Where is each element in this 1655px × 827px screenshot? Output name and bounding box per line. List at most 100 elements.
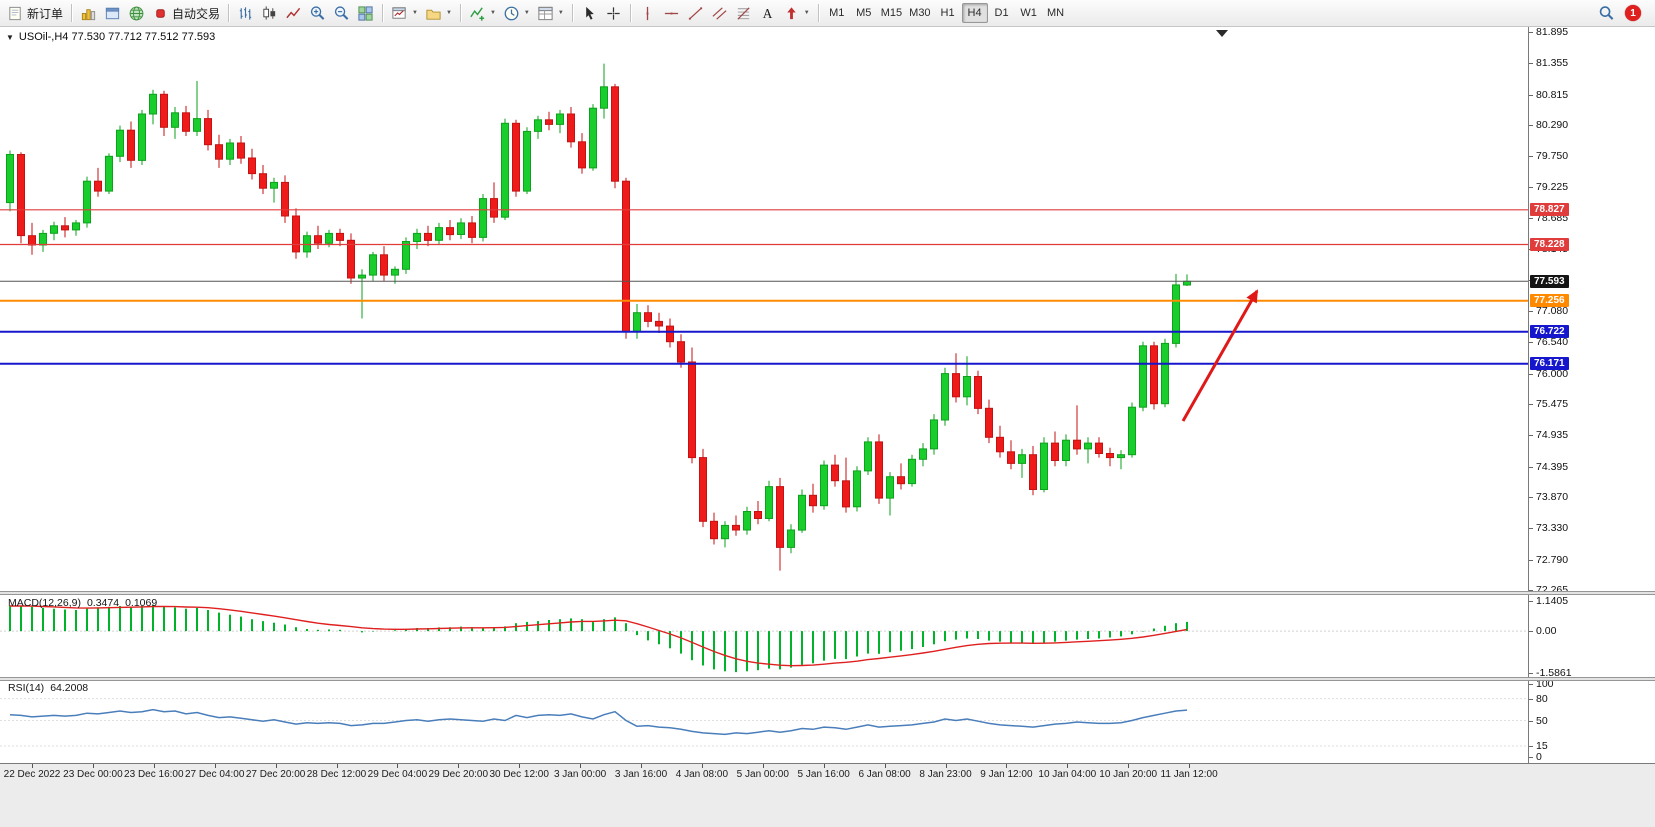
macd-indicator-label: MACD(12,26,9) 0.3474 0.1069: [8, 597, 157, 609]
price-axis-label: 73.870: [1536, 490, 1569, 503]
crosshair-button[interactable]: [602, 2, 625, 24]
timeframe-w1-button[interactable]: W1: [1020, 7, 1037, 19]
time-tick: [580, 764, 582, 768]
zoom-in-button[interactable]: [306, 2, 329, 24]
rsi-pane-separator[interactable]: [0, 677, 1655, 681]
timeframe-h1-button[interactable]: H1: [940, 7, 955, 19]
price-axis-label: 79.750: [1536, 150, 1569, 163]
line-chart-button[interactable]: [282, 2, 305, 24]
timeframe-h4-button[interactable]: H4: [961, 3, 988, 23]
arrows-button[interactable]: ▼: [780, 2, 813, 24]
notifications-button[interactable]: 1: [1625, 5, 1641, 21]
dropdown-arrow-icon: ▼: [412, 10, 418, 16]
data-window-button[interactable]: [101, 2, 124, 24]
price-scale-border: [1528, 27, 1529, 763]
timeframe-mn-button[interactable]: MN: [1047, 7, 1065, 19]
macd-panel[interactable]: [0, 595, 1529, 677]
time-axis-label: 27 Dec 20:00: [245, 769, 306, 780]
macd-histogram: [9, 604, 1188, 673]
time-scale[interactable]: 22 Dec 2022 23 Dec 00:00 23 Dec 16:00 27 De…: [0, 763, 1655, 827]
price-axis-label: 81.355: [1536, 57, 1569, 70]
cursor-button[interactable]: [578, 2, 601, 24]
zoom-out-button[interactable]: [330, 2, 353, 24]
timeframe-m5-button[interactable]: M5: [856, 7, 872, 19]
templates-button[interactable]: ▼: [534, 2, 567, 24]
vertical-line-button[interactable]: [636, 2, 659, 24]
time-tick: [92, 764, 94, 768]
current-price-tag: 77.593: [1530, 274, 1569, 288]
rsi-panel[interactable]: [0, 681, 1529, 762]
market-watch-button[interactable]: [77, 2, 100, 24]
scale-tick: [1529, 63, 1533, 65]
data-window-icon: [104, 5, 121, 22]
rsi-axis-label: 50: [1536, 714, 1548, 727]
horizontal-line-button[interactable]: [660, 2, 683, 24]
indicators-button[interactable]: ▼: [466, 2, 499, 24]
time-tick: [1128, 764, 1130, 768]
search-button[interactable]: [1595, 2, 1618, 24]
timeframe-m15-button[interactable]: M15: [880, 7, 903, 19]
macd-value-signal: 0.1069: [125, 597, 158, 609]
time-axis-label: 23 Dec 00:00: [63, 769, 123, 780]
toolbar-separator: [817, 4, 819, 22]
bar-chart-button[interactable]: [234, 2, 257, 24]
time-tick: [153, 764, 155, 768]
scale-tick: [1529, 746, 1533, 748]
scale-tick: [1529, 673, 1533, 674]
text-label-button[interactable]: A: [756, 2, 779, 24]
time-axis-label: 3 Jan 16:00: [614, 769, 668, 780]
macd-signal-line: [9, 605, 1188, 667]
price-scale[interactable]: 81.895 81.355 80.815 80.290 79.750 79.225 78.6…: [1529, 26, 1655, 763]
chart-shift-marker[interactable]: [1216, 30, 1228, 37]
timeframe-m1-button[interactable]: M1: [829, 7, 845, 19]
scale-tick: [1529, 466, 1533, 468]
arrows-icon: [783, 5, 800, 22]
scale-tick: [1529, 589, 1533, 591]
time-tick: [884, 764, 886, 768]
time-axis-label: 10 Jan 04:00: [1038, 769, 1097, 780]
time-axis-label: 30 Dec 12:00: [489, 769, 549, 780]
channel-icon: [711, 5, 728, 22]
new-chart-button[interactable]: ▼: [388, 2, 421, 24]
trendline-button[interactable]: [684, 2, 707, 24]
autotrading-button[interactable]: 自动交易: [149, 2, 223, 24]
timeframe-d1-button[interactable]: D1: [994, 7, 1009, 19]
scale-tick: [1529, 124, 1533, 126]
time-tick: [32, 764, 33, 768]
price-axis-label: 77.080: [1536, 304, 1569, 317]
scale-tick: [1529, 757, 1533, 758]
scale-tick: [1529, 403, 1533, 405]
dropdown-arrow-icon: ▼: [445, 10, 452, 16]
channel-button[interactable]: [708, 2, 731, 24]
profiles-button[interactable]: ▼: [422, 2, 455, 24]
price-tag-78827: 78.827: [1530, 203, 1569, 217]
scale-tick: [1529, 156, 1533, 158]
new-chart-icon: [391, 5, 408, 22]
autotrading-icon: [152, 5, 169, 22]
scale-tick: [1529, 342, 1533, 344]
trend-arrow-annotation[interactable]: [1181, 289, 1259, 422]
timeframe-m30-button[interactable]: M30: [909, 7, 931, 19]
periods-button[interactable]: ▼: [500, 2, 533, 24]
new-order-button[interactable]: 新订单: [4, 2, 66, 24]
time-axis-label: 5 Jan 16:00: [797, 769, 850, 780]
price-axis-label: 79.225: [1536, 180, 1569, 193]
chart-plot-area[interactable]: [0, 27, 1529, 591]
toolbar-right-group: 1: [1595, 2, 1651, 24]
navigator-button[interactable]: [125, 2, 148, 24]
collapse-arrow-icon[interactable]: ▼: [6, 32, 14, 42]
main-toolbar: 新订单 自动交易 ▼ ▼ ▼ ▼ ▼ A ▼ M1 M5 M15 M30 H1 H4 D1 W1 MN 1: [0, 0, 1655, 27]
cursor-icon: [581, 5, 598, 22]
tile-windows-button[interactable]: [354, 2, 377, 24]
scale-tick: [1529, 720, 1533, 722]
bars-icon: [237, 5, 254, 22]
scale-tick: [1529, 528, 1533, 530]
fibonacci-button[interactable]: [732, 2, 755, 24]
time-tick: [336, 764, 338, 768]
scale-tick: [1529, 310, 1533, 312]
time-axis-label: 11 Jan 12:00: [1160, 769, 1218, 780]
scale-tick: [1529, 94, 1533, 96]
macd-pane-separator[interactable]: [0, 591, 1655, 595]
candle-chart-button[interactable]: [258, 2, 281, 24]
